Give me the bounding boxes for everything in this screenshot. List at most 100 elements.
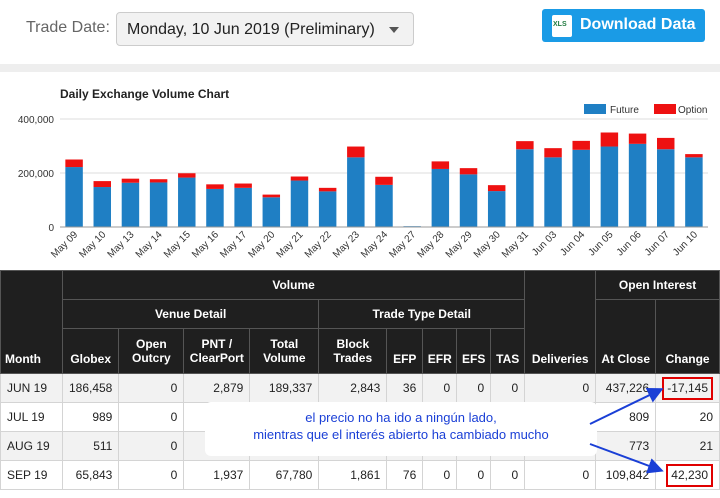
x-tick-label: May 15 bbox=[162, 229, 193, 260]
bar-option bbox=[206, 184, 224, 189]
bar-future bbox=[149, 182, 168, 227]
bar-future bbox=[318, 191, 337, 227]
cell-pnt: 2,879 bbox=[183, 373, 251, 403]
cell-efs: 0 bbox=[456, 460, 492, 490]
bar-option bbox=[234, 183, 252, 188]
cell-efr: 0 bbox=[422, 373, 458, 403]
cell-month: AUG 19 bbox=[0, 431, 63, 461]
cell-tas: 0 bbox=[490, 460, 526, 490]
cell-tas: 0 bbox=[490, 373, 526, 403]
cell-open-outcry: 0 bbox=[118, 460, 185, 490]
chart-title: Daily Exchange Volume Chart bbox=[60, 87, 230, 101]
daily-volume-chart: Daily Exchange Volume Chart 0 200,000 400,… bbox=[0, 72, 720, 270]
legend-label-future: Future bbox=[610, 105, 639, 116]
bar-option bbox=[459, 168, 478, 175]
trade-date-select[interactable]: Monday, 10 Jun 2019 (Preliminary) bbox=[116, 12, 414, 46]
y-tick-label: 200,000 bbox=[18, 169, 55, 180]
bar-option bbox=[572, 140, 590, 150]
x-tick-label: May 23 bbox=[331, 229, 362, 260]
x-tick-label: May 31 bbox=[500, 229, 531, 260]
cell-at-close: 809 bbox=[595, 402, 657, 432]
bar-future bbox=[65, 167, 83, 227]
cell-total: 67,780 bbox=[249, 460, 320, 490]
col-deliveries: Deliveries bbox=[524, 270, 597, 374]
cell-change: 42,230 bbox=[655, 460, 720, 490]
xls-file-icon: XLS bbox=[552, 15, 572, 37]
bar-option bbox=[600, 132, 619, 147]
col-efr: EFR bbox=[422, 328, 458, 374]
cell-change: -17,145 bbox=[655, 373, 720, 403]
trade-date-label: Trade Date: bbox=[26, 19, 110, 36]
y-tick-label: 400,000 bbox=[18, 115, 55, 126]
x-tick-label: May 21 bbox=[275, 229, 306, 260]
bar-option bbox=[262, 194, 281, 198]
bar-option bbox=[487, 185, 506, 192]
bar-future bbox=[290, 180, 309, 227]
cell-pnt: 1,937 bbox=[183, 460, 251, 490]
cell-open-outcry: 0 bbox=[118, 402, 185, 432]
bar-future bbox=[375, 184, 393, 227]
bar-future bbox=[572, 149, 590, 227]
col-globex: Globex bbox=[61, 328, 120, 374]
x-tick-label: May 28 bbox=[416, 229, 447, 260]
annotation-line-2: mientras que el interés abierto ha cambi… bbox=[253, 427, 549, 442]
x-tick-label: Jun 04 bbox=[558, 229, 587, 258]
cell-globex: 989 bbox=[61, 402, 120, 432]
bar-option bbox=[544, 148, 562, 158]
cell-deliveries: 0 bbox=[524, 460, 597, 490]
section-divider bbox=[0, 64, 720, 72]
col-at-close: At Close bbox=[595, 299, 657, 374]
x-tick-label: May 20 bbox=[246, 229, 277, 260]
cell-globex: 186,458 bbox=[61, 373, 120, 403]
y-tick-label: 0 bbox=[48, 223, 54, 234]
group-volume: Volume bbox=[61, 270, 526, 300]
cell-month: JUN 19 bbox=[0, 373, 63, 403]
cell-change: 21 bbox=[655, 431, 720, 461]
bar-option bbox=[149, 179, 168, 183]
col-block-trades: Block Trades bbox=[318, 328, 388, 374]
col-efp: EFP bbox=[386, 328, 424, 374]
annotation-callout: el precio no ha ido a ningún lado, mient… bbox=[205, 402, 597, 456]
bar-future bbox=[459, 174, 478, 227]
x-tick-label: Jun 07 bbox=[643, 229, 672, 258]
bar-option bbox=[375, 176, 393, 185]
download-data-button[interactable]: XLS Download Data bbox=[542, 9, 705, 42]
bar-future bbox=[657, 149, 675, 227]
bar-future bbox=[600, 146, 619, 227]
bar-future bbox=[516, 149, 534, 227]
x-tick-label: Jun 06 bbox=[615, 229, 644, 258]
legend-label-option: Option bbox=[678, 105, 707, 116]
header-bar: Trade Date: Monday, 10 Jun 2019 (Prelimi… bbox=[0, 0, 720, 64]
cell-month: JUL 19 bbox=[0, 402, 63, 432]
bar-option bbox=[290, 176, 309, 181]
x-tick-label: May 27 bbox=[387, 229, 418, 260]
cell-efr: 0 bbox=[422, 460, 458, 490]
volume-table: Month Volume Deliveries Open Interest Ve… bbox=[0, 270, 720, 490]
bar-option bbox=[657, 137, 675, 150]
bar-future bbox=[487, 191, 506, 227]
bar-future bbox=[206, 188, 224, 227]
cell-change: 20 bbox=[655, 402, 720, 432]
col-open-outcry: Open Outcry bbox=[118, 328, 185, 374]
x-tick-label: May 29 bbox=[444, 229, 475, 260]
cell-globex: 65,843 bbox=[61, 460, 120, 490]
x-tick-label: Jun 05 bbox=[586, 229, 615, 258]
change-highlight: 42,230 bbox=[666, 463, 713, 487]
bar-option bbox=[65, 159, 83, 168]
x-tick-label: May 13 bbox=[106, 229, 137, 260]
caret-down-icon bbox=[389, 27, 399, 33]
cell-month: SEP 19 bbox=[0, 460, 63, 490]
x-tick-label: May 30 bbox=[472, 229, 503, 260]
download-data-label: Download Data bbox=[580, 16, 696, 33]
table-row: SEP 19 65,843 0 1,937 67,780 1,861 76 0 … bbox=[0, 460, 720, 490]
annotation-line-1: el precio no ha ido a ningún lado, bbox=[305, 410, 497, 425]
bar-option bbox=[685, 154, 703, 158]
cell-block: 1,861 bbox=[318, 460, 388, 490]
cell-efp: 76 bbox=[386, 460, 424, 490]
bar-option bbox=[431, 161, 450, 169]
cell-globex: 511 bbox=[61, 431, 120, 461]
bar-option bbox=[516, 141, 534, 150]
col-month: Month bbox=[0, 270, 63, 374]
